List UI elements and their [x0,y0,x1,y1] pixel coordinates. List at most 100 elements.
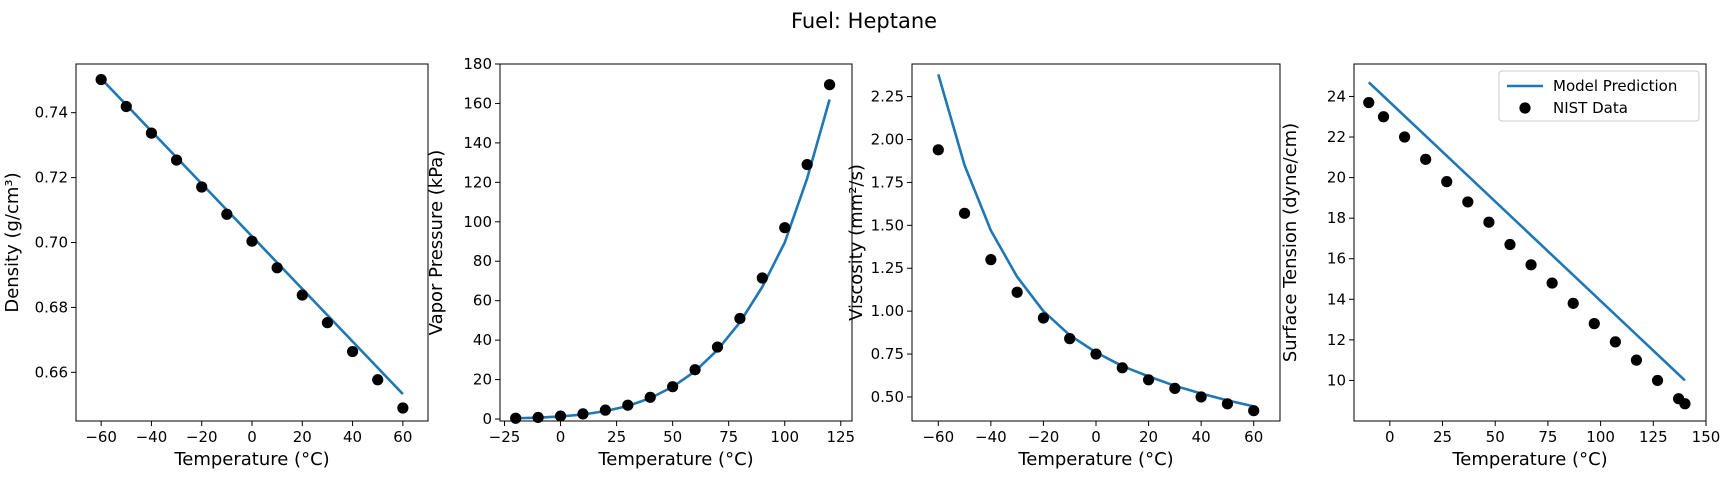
nist-data-point [1142,374,1155,386]
nist-data-point [667,381,679,393]
nist-data-point [196,181,208,193]
x-tick-label: −60 [85,428,117,446]
x-tick-label: 125 [826,428,855,446]
nist-data-point [554,410,567,422]
nist-data-point [1169,382,1181,394]
x-tick-label: −20 [186,428,218,446]
y-tick-label: 18 [1327,209,1346,227]
x-tick-label: 125 [1639,428,1668,446]
nist-data-point [1064,333,1076,345]
nist-data-point [577,408,589,420]
y-tick-label: 0.50 [871,388,904,406]
chart-panel-4: 0 25 50 75 100 125 150 10 12 14 16 18 20 22 24 Temperat… [1280,63,1720,470]
x-axis-label: Temperature (°C) [597,449,753,470]
x-axis-label: Temperature (°C) [1451,449,1607,470]
y-tick-label: 20 [473,371,492,389]
x-tick-label: 20 [1139,428,1158,446]
nist-data-point [1567,297,1579,309]
y-axis-label: Viscosity (mm²/s) [846,164,867,321]
nist-data-point [711,341,724,353]
y-tick-label: 2.25 [871,88,904,106]
nist-data-point [321,317,334,329]
nist-data-point [734,312,746,325]
x-tick-label: 50 [663,428,682,446]
nist-data-point [510,412,522,424]
y-tick-label: 1.00 [871,302,904,320]
x-tick-label: 25 [607,428,626,446]
y-tick-label: 180 [463,55,492,73]
nist-data-point [221,208,233,220]
nist-data-point [1546,277,1558,289]
y-tick-label: 1.50 [871,216,904,234]
x-tick-label: 40 [343,428,362,446]
nist-data-point [1483,216,1495,228]
y-tick-label: 0.75 [871,345,904,363]
nist-data-point [120,100,132,113]
y-tick-label: 2.00 [871,131,904,149]
x-tick-label: 25 [1433,428,1452,446]
nist-data-point [1679,398,1691,410]
nist-data-point [1420,153,1432,165]
model-prediction-line [1367,81,1686,382]
x-tick-label: −40 [136,428,168,446]
chart-panel-1: −60 −40 −20 0 20 40 60 0.66 0.68 0.70 0.72 0.74 Temp… [2,63,429,470]
nist-data-point [985,254,997,266]
y-tick-label: 0.72 [35,169,68,187]
nist-data-point [1504,238,1516,251]
nist-data-point [372,374,384,386]
legend: Model Prediction NIST Data [1498,70,1700,122]
nist-data-point [1090,348,1102,360]
x-tick-label: 20 [293,428,312,446]
nist-data-point [1221,398,1234,410]
figure-title: Fuel: Heptane [791,9,937,33]
axes-frame [911,63,1281,422]
axes-frame [499,63,853,422]
legend-label-data: NIST Data [1553,99,1628,117]
nist-data-point [823,79,836,91]
y-tick-label: 14 [1327,290,1346,308]
nist-data-point [1651,374,1664,387]
y-tick-label: 160 [463,94,492,112]
nist-data-point [95,73,107,86]
y-tick-label: 1.75 [871,173,904,191]
nist-data-point [932,144,944,156]
nist-data-point [1037,312,1050,324]
y-tick-label: 0.68 [35,298,68,316]
nist-data-point [644,391,656,403]
chart-panels: −60 −40 −20 0 20 40 60 0.66 0.68 0.70 0.72 0.74 Temp… [2,55,1720,470]
nist-data-point [1377,111,1390,123]
x-tick-label: −20 [1028,428,1060,446]
nist-data-point [1609,336,1621,348]
model-prediction-line [515,99,831,420]
nist-data-point [622,399,634,411]
x-tick-label: 75 [719,428,738,446]
nist-data-point [1398,131,1411,143]
legend-marker-swatch [1519,102,1531,114]
nist-data-point [397,402,409,414]
nist-data-point [246,235,258,247]
y-tick-label: 0.70 [35,234,68,252]
x-tick-label: 100 [1586,428,1615,446]
y-tick-label: 12 [1327,331,1346,349]
nist-data-point [296,289,308,301]
x-tick-label: 100 [770,428,799,446]
nist-data-point [170,154,183,166]
y-tick-label: 20 [1327,169,1346,187]
nist-data-point [1441,176,1453,188]
x-tick-label: −60 [922,428,954,446]
x-tick-label: −25 [489,428,521,446]
y-tick-label: 10 [1327,371,1346,389]
y-tick-label: 140 [463,134,492,152]
y-tick-label: 0.66 [35,363,68,381]
nist-data-point [756,272,768,284]
nist-data-point [271,262,283,274]
nist-data-point [958,207,971,219]
nist-data-point [1011,286,1023,298]
y-axis-label: Surface Tension (dyne/cm) [1280,123,1301,362]
x-tick-label: 40 [1192,428,1211,446]
nist-data-point [689,364,701,376]
y-tick-label: 40 [473,331,492,349]
nist-data-point [1116,362,1128,374]
y-tick-label: 16 [1327,250,1346,268]
